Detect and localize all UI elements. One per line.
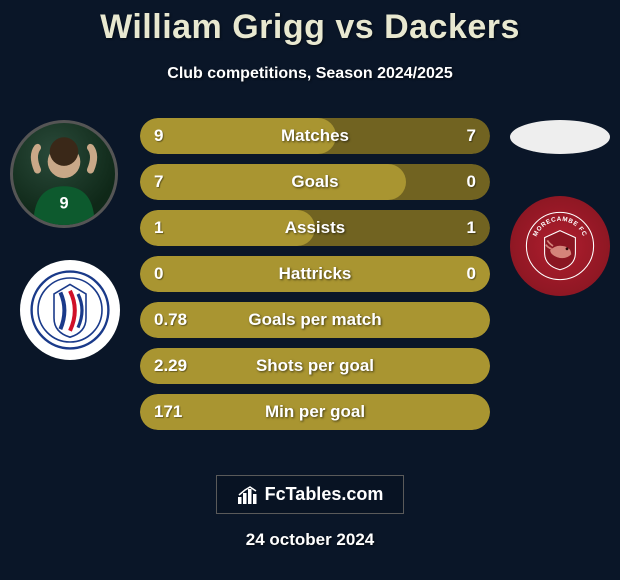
player1-avatar: 9 bbox=[10, 120, 118, 228]
stat-value-right: 0 bbox=[467, 172, 476, 192]
stat-row: 2.29Shots per goal bbox=[140, 348, 490, 384]
stat-value-right: 7 bbox=[467, 126, 476, 146]
date-text: 24 october 2024 bbox=[0, 530, 620, 550]
page-title: William Grigg vs Dackers bbox=[0, 0, 620, 47]
left-column: 9 bbox=[10, 120, 120, 360]
stat-label: Assists bbox=[140, 218, 490, 238]
stat-label: Hattricks bbox=[140, 264, 490, 284]
stat-row: 1Assists1 bbox=[140, 210, 490, 246]
stat-row: 9Matches7 bbox=[140, 118, 490, 154]
stat-row: 0Hattricks0 bbox=[140, 256, 490, 292]
player2-avatar bbox=[510, 120, 610, 154]
brand-text: FcTables.com bbox=[265, 484, 384, 505]
stat-value-right: 0 bbox=[467, 264, 476, 284]
page-subtitle: Club competitions, Season 2024/2025 bbox=[0, 65, 620, 83]
svg-text:9: 9 bbox=[59, 195, 68, 213]
stat-label: Min per goal bbox=[140, 402, 490, 422]
stat-label: Matches bbox=[140, 126, 490, 146]
stat-label: Goals bbox=[140, 172, 490, 192]
footer: FcTables.com 24 october 2024 bbox=[0, 475, 620, 550]
stat-label: Goals per match bbox=[140, 310, 490, 330]
right-column: MORECAMBE FC bbox=[515, 120, 610, 296]
stats-list: 9Matches77Goals01Assists10Hattricks00.78… bbox=[140, 118, 490, 440]
comparison-card: William Grigg vs Dackers Club competitio… bbox=[0, 0, 620, 580]
brand-box: FcTables.com bbox=[216, 475, 405, 514]
player1-club-badge bbox=[20, 260, 120, 360]
stat-row: 171Min per goal bbox=[140, 394, 490, 430]
stat-row: 0.78Goals per match bbox=[140, 302, 490, 338]
stat-label: Shots per goal bbox=[140, 356, 490, 376]
stat-row: 7Goals0 bbox=[140, 164, 490, 200]
brand-chart-icon bbox=[237, 485, 259, 505]
player2-club-badge: MORECAMBE FC bbox=[510, 196, 610, 296]
stat-value-right: 1 bbox=[467, 218, 476, 238]
